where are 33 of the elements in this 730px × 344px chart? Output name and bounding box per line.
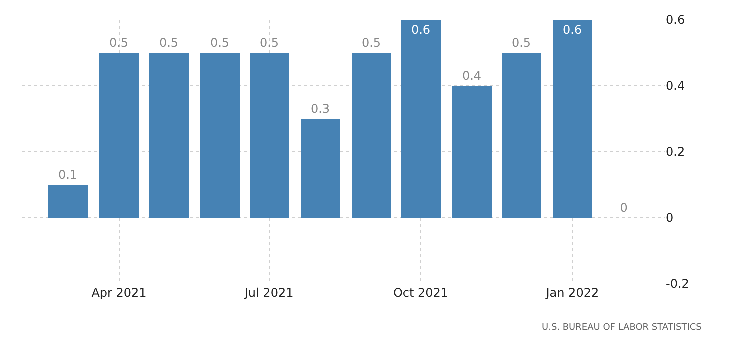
bar [452, 86, 492, 218]
bar [553, 20, 592, 218]
bar [301, 119, 340, 218]
data-label: 0.5 [260, 36, 280, 50]
data-label: 0.6 [411, 23, 431, 37]
bar [352, 53, 391, 218]
bar [48, 185, 88, 218]
data-label: 0.5 [210, 36, 230, 50]
data-label: 0.5 [512, 36, 532, 50]
data-label: 0 [620, 201, 628, 215]
x-tick-label: Jul 2021 [244, 286, 294, 300]
y-tick-label: 0.6 [666, 13, 686, 28]
data-label: 0.5 [159, 36, 179, 50]
y-tick-label: 0.2 [666, 145, 686, 160]
bar [401, 20, 441, 218]
x-tick-label: Apr 2021 [92, 286, 147, 300]
bar [200, 53, 240, 218]
bar [250, 53, 289, 218]
y-tick-label: 0 [666, 211, 674, 226]
bar [149, 53, 189, 218]
bar [99, 53, 139, 218]
data-label: 0.1 [58, 168, 78, 182]
x-tick-label: Oct 2021 [393, 286, 449, 300]
y-tick-label: -0.2 [666, 277, 690, 292]
data-label: 0.5 [109, 36, 129, 50]
data-label: 0.3 [310, 102, 330, 116]
data-label: 0.6 [562, 23, 582, 37]
y-tick-label: 0.4 [666, 79, 686, 94]
x-tick-label: Jan 2022 [545, 286, 600, 300]
data-label: 0.5 [362, 36, 382, 50]
bar [502, 53, 541, 218]
text: U.S. BUREAU OF LABOR STATISTICS [542, 323, 702, 333]
data-label: 0.4 [462, 69, 482, 83]
